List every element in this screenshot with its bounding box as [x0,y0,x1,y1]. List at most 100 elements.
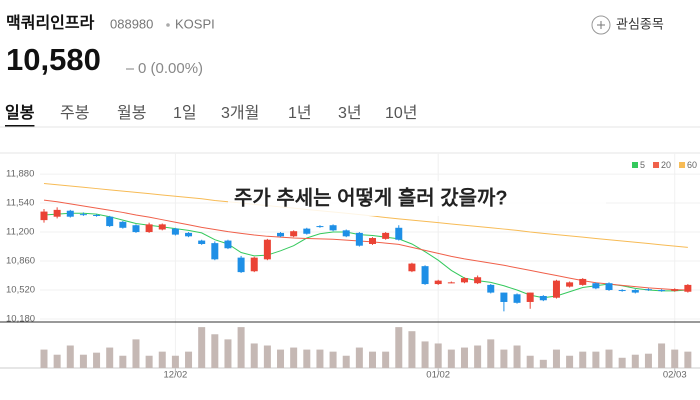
volume-bar [684,351,692,368]
candle-body [382,232,390,239]
legend-swatch [632,162,638,168]
candle-body [684,284,692,292]
volume-bar [290,347,298,368]
tab[interactable]: 주봉 [60,105,89,122]
legend-label: 60 [687,160,697,170]
volume-bar [434,343,442,368]
candle-body [40,211,48,221]
candle-body [500,292,508,302]
volume-bar [250,343,258,368]
volume-bar [421,341,429,368]
watch-label[interactable]: 관심종목 [616,16,664,31]
candle-body [211,243,219,260]
volume-bar [447,349,455,368]
tab[interactable]: 10년 [385,104,418,122]
candle-body [592,283,600,289]
volume-bar [342,355,350,368]
volume-bar [631,354,639,368]
volume-bar [158,351,166,368]
tab[interactable]: 월봉 [117,104,146,122]
candle-body [53,209,61,217]
volume-bar [106,347,114,368]
candle-body [329,225,337,231]
candle-body [66,210,74,217]
candle-body [526,292,534,302]
volume-bar [263,345,271,368]
volume-bar [487,339,495,368]
candle-body [421,266,429,285]
separator-dot [166,23,170,27]
candle-body [145,224,153,233]
volume-bar [237,327,245,368]
x-tick-label: 01/02 [426,370,450,381]
volume-bar [79,354,87,368]
stock-code: 088980 [110,16,153,31]
volume-bar [224,339,232,368]
watch-button[interactable]: 관심종목 [591,15,664,35]
candle-body [434,280,442,285]
candle-body [605,283,613,291]
candle-body [316,226,324,228]
volume-bar [211,334,219,368]
volume-bar [526,355,534,368]
period-tabs: 일봉 주봉 월봉 1일 3개월 1년 3년 10년 [5,104,418,127]
candle-body [237,257,245,273]
volume-bar [408,331,416,368]
candle-body [290,231,298,237]
tab[interactable]: 일봉 [5,104,35,122]
volume-bar [395,327,403,368]
overlay-box [228,181,606,216]
candle-body [395,227,403,240]
tab[interactable]: 1일 [173,104,197,122]
legend-label: 20 [661,160,671,170]
candle-body [474,277,482,284]
candle-body [566,282,574,287]
candle-body [513,294,521,303]
volume-bar [316,349,324,368]
x-tick-label: 02/03 [663,370,687,381]
legend-swatch [679,162,686,168]
volume-bar [382,351,390,368]
volume-bar [198,327,206,368]
candle-body [198,240,206,244]
volume-bar [369,351,376,368]
market: KOSPI [175,16,215,31]
price-change: 0 (0.00%) [138,60,203,77]
volume-bar [171,355,179,368]
candle-body [552,280,560,298]
volume-bar [644,353,652,368]
y-tick-label: 11,200 [6,227,34,238]
volume-bar [566,355,574,368]
candle-body [303,228,311,234]
candle-body [119,221,127,228]
candle-body [342,230,350,237]
y-tick-label: 10,860 [6,256,35,267]
volume-bar [329,351,337,368]
candle-body [658,290,666,292]
candle-body [224,240,232,249]
candle-body [644,289,652,291]
candle-body [250,257,258,272]
overlay-title: 주가 추세는 어떻게 흘러 갔을까? [234,185,508,209]
volume-bar [303,349,311,368]
volume-bar [592,351,600,368]
candle-body [460,278,468,283]
candle-body [355,232,363,246]
y-tick-label: 11,540 [6,198,34,209]
volume-bar [460,347,468,368]
volume-bar [539,359,547,368]
y-tick-label: 10,180 [6,314,35,325]
tab[interactable]: 3년 [338,104,362,122]
candle-body [93,214,101,216]
x-tick-label: 12/02 [164,370,188,381]
price: 10,580 [6,42,101,77]
tab[interactable]: 3개월 [221,104,259,122]
tab[interactable]: 1년 [288,104,312,122]
candle-body [132,225,140,233]
candle-body [263,239,271,260]
moving-average [43,212,688,299]
volume-bar [658,343,666,368]
candle-body [171,228,179,235]
volume-bar [119,355,127,368]
